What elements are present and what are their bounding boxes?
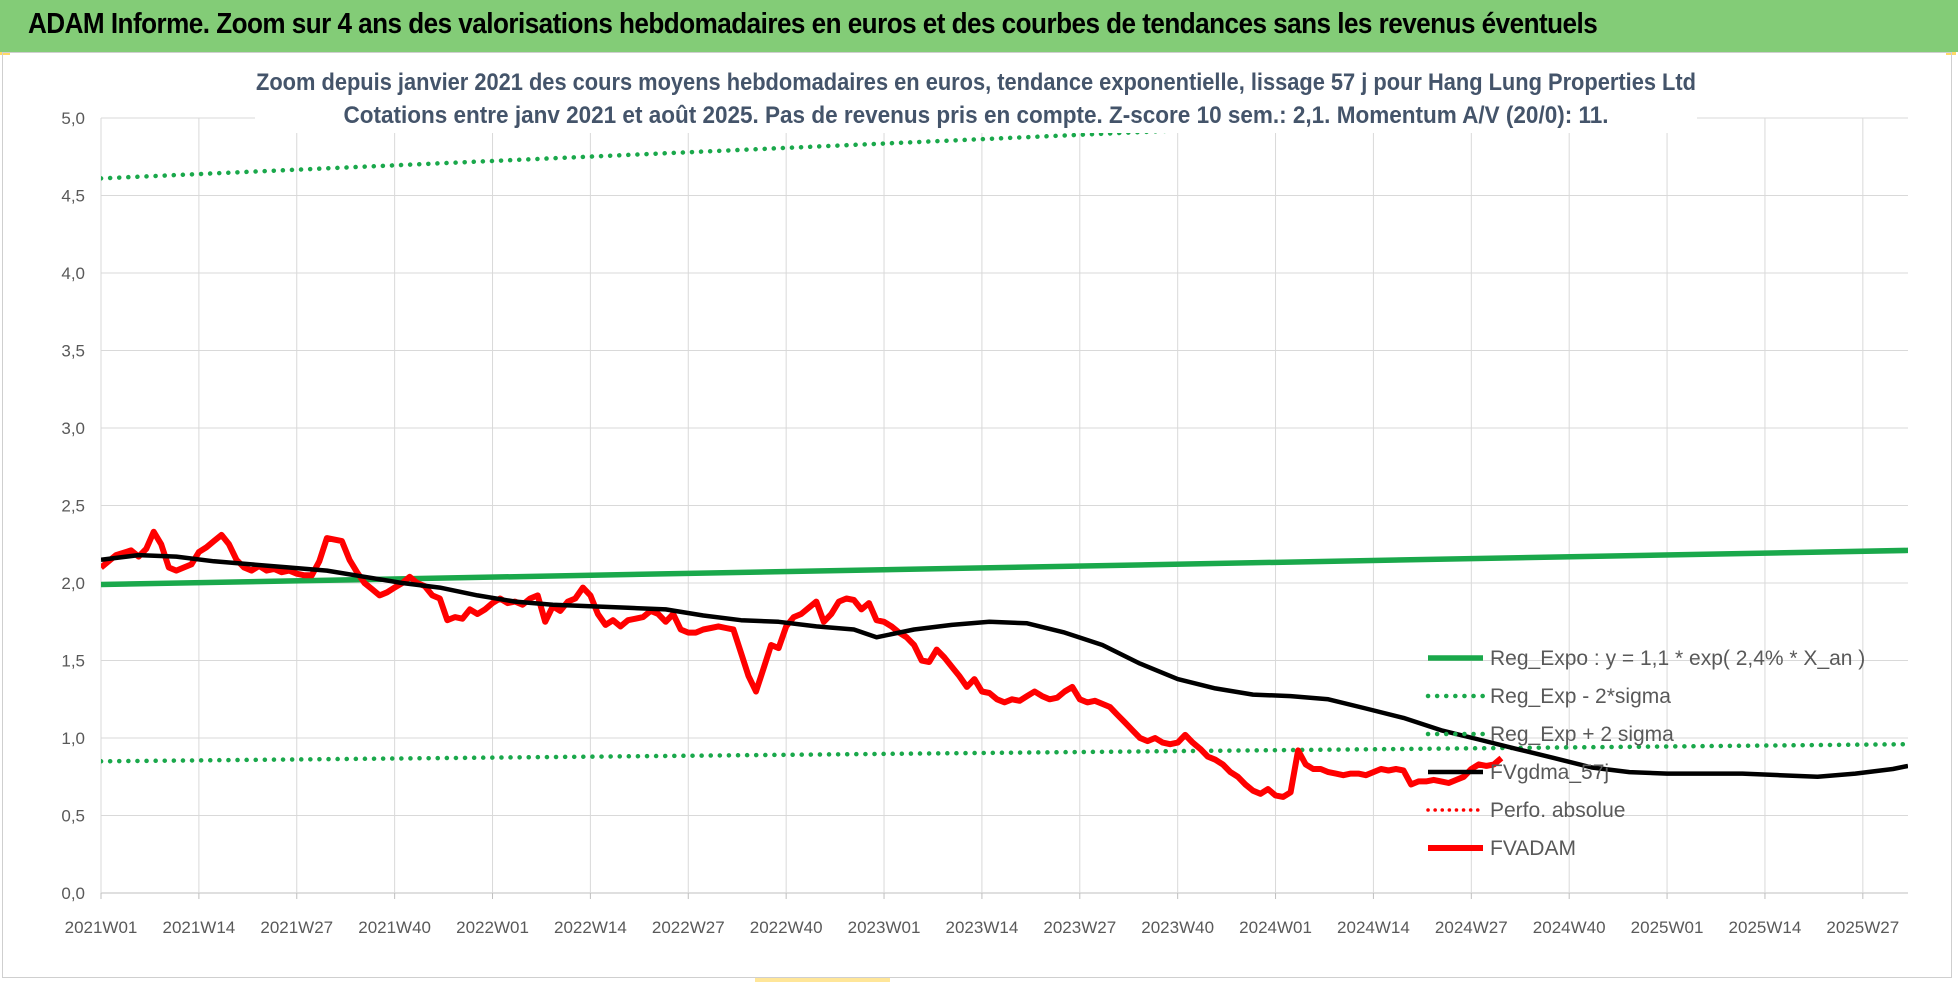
- series-line-2: [101, 116, 1553, 181]
- legend-label: Perfo. absolue: [1490, 799, 1625, 822]
- report-banner: ADAM Informe. Zoom sur 4 ans des valoris…: [0, 0, 1958, 52]
- series-line-1: [101, 741, 1908, 764]
- grid: [100, 117, 1908, 899]
- line-chart: 0,0 0,5 1,0 1,5 2,0 2,5 3,0 3,5 4,0 4,5 5,0 2021W01…: [61, 61, 1908, 937]
- x-tick-label: 2022W40: [750, 918, 823, 937]
- x-tick-label: 2022W27: [652, 918, 725, 937]
- x-tick-label: 2023W01: [848, 918, 921, 937]
- legend-label: Reg_Exp + 2 sigma: [1490, 723, 1674, 746]
- y-tick-label: 2,5: [61, 497, 85, 516]
- chart-title-line: Zoom depuis janvier 2021 des cours moyen…: [256, 69, 1696, 96]
- x-tick-label: 2025W27: [1826, 918, 1899, 937]
- chart-title-line: Cotations entre janv 2021 et août 2025. …: [344, 102, 1609, 129]
- x-tick-label: 2023W27: [1043, 918, 1116, 937]
- x-tick-label: 2024W01: [1239, 918, 1312, 937]
- series-line-0: [101, 547, 1908, 588]
- series-line-3: [101, 552, 1908, 780]
- x-tick-label: 2024W40: [1533, 918, 1606, 937]
- chart-title-bg: [255, 61, 1697, 133]
- x-tick-label: 2025W01: [1631, 918, 1704, 937]
- y-tick-label: 0,5: [61, 807, 85, 826]
- legend-label: FVADAM: [1490, 837, 1576, 860]
- y-tick-label: 4,5: [61, 187, 85, 206]
- chart-title: Zoom depuis janvier 2021 des cours moyen…: [255, 61, 1697, 133]
- x-tick-label: 2025W14: [1729, 918, 1802, 937]
- y-tick-label: 3,0: [61, 419, 85, 438]
- legend-label: FVgdma_57j: [1490, 761, 1609, 784]
- corner-marker-left: [0, 52, 10, 55]
- x-tick-label: 2021W27: [260, 918, 333, 937]
- chart-frame: 0,0 0,5 1,0 1,5 2,0 2,5 3,0 3,5 4,0 4,5 5,0 2021W01…: [2, 52, 1952, 978]
- legend-label: Reg_Expo : y = 1,1 * exp( 2,4% * X_an ): [1490, 647, 1865, 670]
- y-tick-label: 4,0: [61, 264, 85, 283]
- x-tick-label: 2021W14: [162, 918, 235, 937]
- series-line-5: [101, 528, 1504, 800]
- y-tick-label: 1,5: [61, 652, 85, 671]
- y-tick-label: 1,0: [61, 729, 85, 748]
- legend: Reg_Expo : y = 1,1 * exp( 2,4% * X_an ) R…: [1425, 647, 1865, 860]
- y-tick-label: 3,5: [61, 342, 85, 361]
- x-tick-label: 2022W01: [456, 918, 529, 937]
- x-tick-label: 2021W40: [358, 918, 431, 937]
- legend-label: Reg_Exp - 2*sigma: [1490, 685, 1671, 708]
- report-title: ADAM Informe. Zoom sur 4 ans des valoris…: [28, 8, 1598, 40]
- x-tick-label: 2024W27: [1435, 918, 1508, 937]
- axis-ticks: 0,0 0,5 1,0 1,5 2,0 2,5 3,0 3,5 4,0 4,5 5,0 2021W01…: [61, 109, 1899, 937]
- x-tick-label: 2023W40: [1141, 918, 1214, 937]
- x-tick-label: 2021W01: [65, 918, 138, 937]
- y-tick-label: 5,0: [61, 109, 85, 128]
- x-tick-label: 2022W14: [554, 918, 627, 937]
- series-group: [101, 116, 1908, 800]
- bottom-marker: [755, 978, 890, 982]
- x-tick-label: 2023W14: [946, 918, 1019, 937]
- y-tick-label: 2,0: [61, 574, 85, 593]
- y-tick-label: 0,0: [61, 884, 85, 903]
- x-tick-label: 2024W14: [1337, 918, 1410, 937]
